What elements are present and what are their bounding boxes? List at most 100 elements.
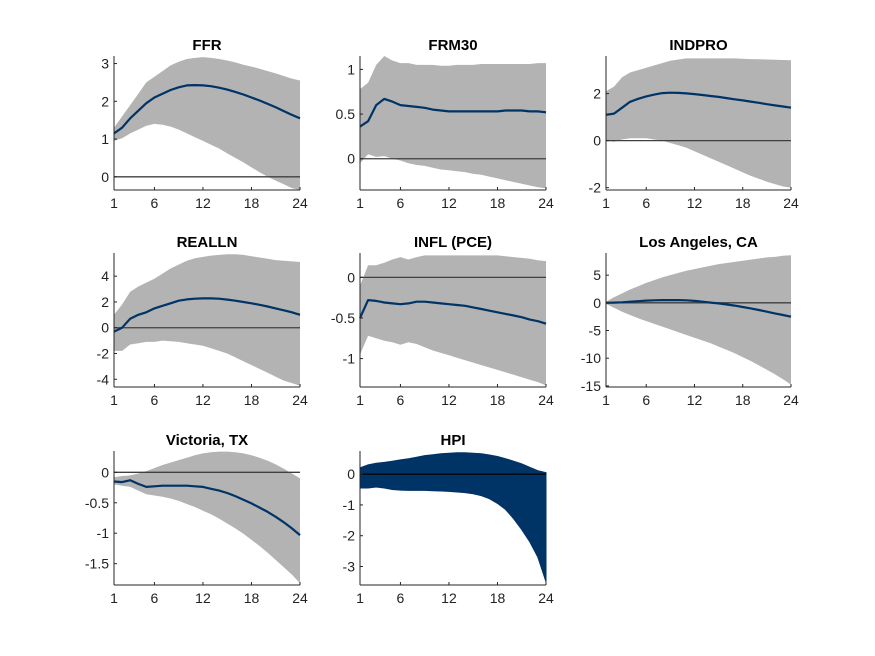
confidence-band <box>360 255 546 386</box>
panel-title: Los Angeles, CA <box>639 234 758 251</box>
confidence-band <box>114 57 300 190</box>
confidence-band <box>606 58 791 188</box>
y-tick-label: 4 <box>101 268 109 284</box>
confidence-band <box>360 56 546 189</box>
confidence-band <box>606 255 791 385</box>
panel-title: REALLN <box>177 234 238 251</box>
panel-3: 1 6 12 18 24 -2 0 2 INDPRO <box>589 37 799 211</box>
y-tick-label: 1 <box>347 61 355 77</box>
x-tick-label: 12 <box>195 392 211 408</box>
y-tick-label: 0 <box>101 464 109 480</box>
panel-6: 1 6 12 18 24 -15 -10 -5 0 5 Los Angeles, CA <box>581 234 799 408</box>
x-tick-label: 24 <box>292 590 308 606</box>
median-line <box>605 91 792 116</box>
y-tick-label: -2 <box>589 180 602 196</box>
x-tick-label: 18 <box>490 392 506 408</box>
x-tick-label: 1 <box>110 590 118 606</box>
y-tick-label: 1 <box>101 131 109 147</box>
y-tick-label: -2 <box>343 528 356 544</box>
y-tick-label: 2 <box>101 294 109 310</box>
x-tick-label: 18 <box>244 195 260 211</box>
y-tick-label: -1 <box>97 525 110 541</box>
y-tick-label: -4 <box>97 371 110 387</box>
x-tick-label: 24 <box>292 392 308 408</box>
y-tick-label: 0 <box>347 151 355 167</box>
median-line <box>113 83 301 135</box>
panel-2: 1 6 12 18 24 0 0.5 1 FRM30 <box>336 37 554 211</box>
x-tick-label: 12 <box>195 590 211 606</box>
y-tick-label: -0.5 <box>331 310 355 326</box>
x-tick-label: 24 <box>783 392 799 408</box>
panel-5: 1 6 12 18 24 -1 -0.5 0 INFL (PCE) <box>331 234 554 408</box>
y-tick-label: 0 <box>101 169 109 185</box>
x-tick-label: 12 <box>687 392 703 408</box>
panel-8: 1 6 12 18 24 -3 -2 -1 0 HPI <box>343 432 554 606</box>
y-tick-label: -0.5 <box>85 495 109 511</box>
confidence-band <box>359 452 547 583</box>
y-tick-label: 0 <box>347 269 355 285</box>
y-tick-label: -15 <box>581 378 601 394</box>
x-tick-label: 12 <box>441 392 457 408</box>
x-tick-label: 18 <box>735 195 751 211</box>
x-tick-label: 18 <box>244 392 260 408</box>
panel-title: INDPRO <box>669 37 728 54</box>
y-tick-label: -2 <box>97 346 110 362</box>
y-tick-label: -5 <box>589 323 602 339</box>
y-tick-label: 2 <box>101 93 109 109</box>
y-tick-label: 0 <box>593 295 601 311</box>
x-tick-label: 6 <box>151 590 159 606</box>
x-tick-label: 1 <box>602 195 610 211</box>
x-tick-label: 24 <box>538 392 554 408</box>
y-tick-label: 0.5 <box>336 106 356 122</box>
x-tick-label: 24 <box>292 195 308 211</box>
y-tick-label: 3 <box>101 56 109 72</box>
x-tick-label: 6 <box>151 195 159 211</box>
x-tick-label: 18 <box>735 392 751 408</box>
median-line <box>358 299 547 325</box>
panel-7: 1 6 12 18 24 -1.5 -1 -0.5 0 Victoria, TX <box>85 432 308 606</box>
x-tick-label: 1 <box>356 195 364 211</box>
x-tick-label: 12 <box>441 590 457 606</box>
x-tick-label: 1 <box>110 195 118 211</box>
x-tick-label: 6 <box>397 590 405 606</box>
x-tick-label: 6 <box>642 392 650 408</box>
panel-title: FFR <box>192 37 221 54</box>
x-tick-label: 18 <box>490 195 506 211</box>
y-tick-label: -10 <box>581 350 601 366</box>
x-tick-label: 12 <box>195 195 211 211</box>
confidence-band <box>114 451 300 584</box>
y-tick-label: 0 <box>593 133 601 149</box>
x-tick-label: 24 <box>538 195 554 211</box>
y-tick-label: -1.5 <box>85 556 109 572</box>
x-tick-label: 6 <box>642 195 650 211</box>
panel-title: Victoria, TX <box>166 432 248 449</box>
x-tick-label: 24 <box>538 590 554 606</box>
x-tick-label: 24 <box>783 195 799 211</box>
y-tick-label: 0 <box>101 320 109 336</box>
x-tick-label: 6 <box>397 195 405 211</box>
x-tick-label: 1 <box>110 392 118 408</box>
x-tick-label: 12 <box>441 195 457 211</box>
panel-title: FRM30 <box>428 37 477 54</box>
median-line <box>113 297 301 333</box>
panel-title: INFL (PCE) <box>414 234 492 251</box>
x-tick-label: 1 <box>356 590 364 606</box>
y-tick-label: 5 <box>593 267 601 283</box>
x-tick-label: 6 <box>397 392 405 408</box>
y-tick-label: 2 <box>593 86 601 102</box>
confidence-band <box>114 254 300 386</box>
median-line <box>113 479 301 536</box>
x-tick-label: 6 <box>151 392 159 408</box>
y-tick-label: 0 <box>347 466 355 482</box>
x-tick-label: 1 <box>356 392 364 408</box>
x-tick-label: 1 <box>602 392 610 408</box>
x-tick-label: 18 <box>244 590 260 606</box>
y-tick-label: -3 <box>343 559 356 575</box>
x-tick-label: 12 <box>687 195 703 211</box>
y-tick-label: -1 <box>343 497 356 513</box>
median-line <box>359 97 547 128</box>
x-tick-label: 18 <box>490 590 506 606</box>
